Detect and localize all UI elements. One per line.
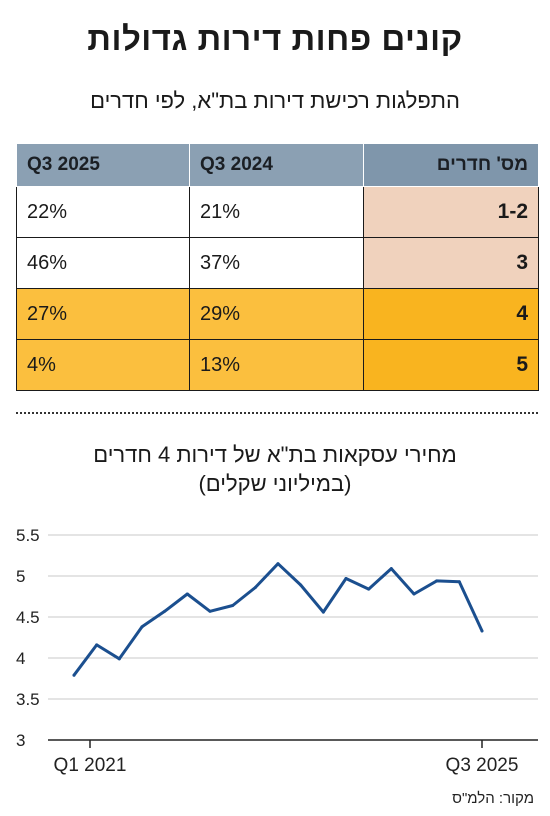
data-point xyxy=(163,609,167,613)
value-cell-q3-2025: 46% xyxy=(16,237,190,289)
value-cell-q3-2025: 22% xyxy=(16,186,190,238)
table-row: 5 13% 4% xyxy=(16,339,539,391)
y-tick-label: 4 xyxy=(16,649,25,668)
data-point xyxy=(140,625,144,629)
header-q3-2025: Q3 2025 xyxy=(16,143,190,187)
data-point xyxy=(299,583,303,587)
data-point xyxy=(412,592,416,596)
source-note: מקור: הלמ"ס xyxy=(452,790,534,807)
rooms-cell: 4 xyxy=(363,288,539,340)
data-point xyxy=(435,579,439,583)
line-chart: 3 3.5 4 4.5 5 5.5 Q1 2021 Q3 2025 xyxy=(16,526,538,776)
value-cell-q3-2025: 4% xyxy=(16,339,190,391)
data-point xyxy=(185,592,189,596)
data-point xyxy=(208,609,212,613)
chart-title: מחירי עסקאות בת"א של דירות 4 חדרים (במיל… xyxy=(0,440,550,498)
rooms-cell: 5 xyxy=(363,339,539,391)
page-title: קונים פחות דירות גדולות xyxy=(87,20,463,57)
value-cell-q3-2024: 37% xyxy=(189,237,364,289)
data-point xyxy=(344,576,348,580)
distribution-table: מס' חדרים Q3 2024 Q3 2025 1-2 21% 22% 3 … xyxy=(16,143,539,391)
table-row: 1-2 21% 22% xyxy=(16,186,539,238)
data-point xyxy=(72,673,76,677)
value-cell-q3-2024: 21% xyxy=(189,186,364,238)
data-point xyxy=(95,643,99,647)
data-point xyxy=(457,580,461,584)
section-divider xyxy=(16,412,538,414)
table-subtitle: התפלגות רכישת דירות בת"א, לפי חדרים xyxy=(90,88,460,113)
data-point xyxy=(117,657,121,661)
rooms-cell: 1-2 xyxy=(363,186,539,238)
y-tick-label: 5.5 xyxy=(16,526,40,545)
value-cell-q3-2025: 27% xyxy=(16,288,190,340)
x-tick-label: Q1 2021 xyxy=(54,755,127,776)
rooms-cell: 3 xyxy=(363,237,539,289)
header-rooms: מס' חדרים xyxy=(363,143,539,187)
data-point xyxy=(276,562,280,566)
x-tick-label: Q3 2025 xyxy=(446,755,519,776)
y-tick-label: 5 xyxy=(16,567,25,586)
header-q3-2024: Q3 2024 xyxy=(189,143,364,187)
chart-title-line2: (במיליוני שקלים) xyxy=(198,471,352,496)
value-cell-q3-2024: 29% xyxy=(189,288,364,340)
table-row: 3 37% 46% xyxy=(16,237,539,289)
data-point xyxy=(389,567,393,571)
chart-title-line1: מחירי עסקאות בת"א של דירות 4 חדרים xyxy=(93,442,457,467)
table-header-row: מס' חדרים Q3 2024 Q3 2025 xyxy=(16,143,539,187)
y-tick-label: 4.5 xyxy=(16,608,40,627)
value-cell-q3-2024: 13% xyxy=(189,339,364,391)
data-point xyxy=(321,610,325,614)
y-tick-label: 3.5 xyxy=(16,690,40,709)
data-point xyxy=(253,585,257,589)
data-point xyxy=(367,587,371,591)
y-tick-label: 3 xyxy=(16,731,25,750)
data-point xyxy=(231,604,235,608)
data-point xyxy=(480,629,484,633)
table-row: 4 29% 27% xyxy=(16,288,539,340)
